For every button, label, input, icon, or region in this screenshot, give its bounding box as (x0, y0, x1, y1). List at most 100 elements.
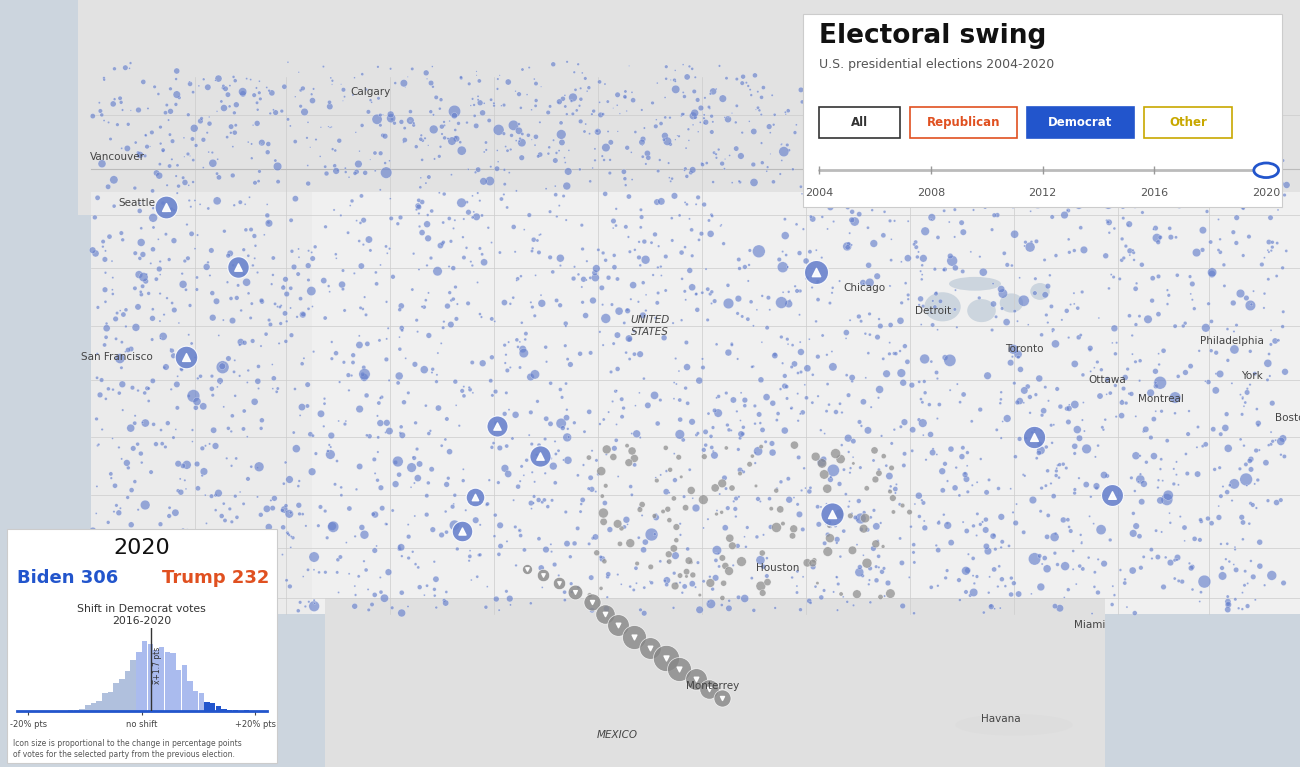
Point (729, 464, 750, 476)
Point (599, 523, 620, 535)
Point (359, 430, 380, 443)
Point (675, 164, 696, 176)
Point (1041, 136, 1062, 148)
Point (1164, 478, 1184, 490)
Point (696, 426, 716, 438)
Point (406, 140, 426, 153)
Point (1245, 594, 1266, 606)
Point (214, 515, 235, 527)
Point (1148, 118, 1169, 130)
Point (530, 229, 551, 241)
Point (1046, 172, 1067, 184)
Point (937, 62, 958, 74)
Point (476, 601, 497, 614)
Point (205, 489, 226, 502)
Point (127, 438, 148, 450)
Point (1192, 224, 1213, 236)
Point (1134, 478, 1154, 490)
Point (467, 276, 488, 288)
Point (766, 522, 786, 534)
Point (595, 188, 616, 200)
Point (1123, 254, 1144, 266)
Point (360, 94, 381, 107)
Point (907, 125, 928, 137)
Point (909, 510, 930, 522)
Point (356, 430, 377, 442)
FancyBboxPatch shape (803, 14, 1282, 207)
Point (103, 590, 124, 602)
Point (1268, 204, 1288, 216)
Point (764, 348, 785, 360)
Point (935, 351, 956, 364)
Point (266, 386, 287, 398)
Point (1004, 133, 1024, 146)
Point (945, 482, 966, 494)
Point (139, 140, 160, 153)
Point (789, 247, 810, 259)
Point (996, 316, 1017, 328)
Point (125, 476, 146, 488)
Bar (192, 691, 199, 711)
Point (640, 642, 660, 654)
Point (963, 75, 984, 87)
Point (706, 338, 727, 351)
Point (250, 93, 270, 105)
Point (810, 127, 831, 139)
Point (159, 204, 179, 216)
Point (231, 538, 252, 550)
Point (514, 223, 534, 235)
Point (120, 62, 140, 74)
Point (1274, 366, 1295, 378)
Point (1037, 132, 1058, 144)
Point (1079, 100, 1100, 113)
Point (315, 221, 335, 233)
Point (497, 201, 517, 213)
Point (885, 483, 906, 495)
Point (285, 91, 306, 103)
Point (1100, 123, 1121, 135)
Point (521, 245, 542, 257)
Point (494, 296, 515, 308)
Point (551, 391, 572, 403)
Point (1170, 511, 1191, 523)
Point (112, 378, 133, 390)
Point (348, 330, 369, 342)
Point (1232, 603, 1253, 615)
Point (806, 173, 827, 186)
Point (928, 163, 949, 175)
Point (826, 197, 846, 209)
Point (589, 96, 610, 108)
Point (1010, 153, 1031, 165)
Point (391, 300, 412, 312)
Point (382, 271, 403, 283)
Point (133, 280, 153, 292)
Point (394, 134, 415, 146)
Point (746, 531, 767, 543)
Point (1261, 338, 1282, 351)
Point (864, 473, 885, 486)
Point (751, 108, 772, 120)
Point (1247, 403, 1268, 415)
Point (889, 142, 910, 154)
Point (1143, 144, 1164, 156)
Point (673, 434, 694, 446)
Point (256, 502, 277, 515)
Point (1002, 343, 1023, 355)
Point (593, 108, 614, 120)
Point (914, 84, 935, 96)
Point (338, 226, 359, 239)
Point (161, 153, 182, 166)
Point (1167, 130, 1188, 142)
Point (880, 588, 901, 600)
Point (711, 692, 732, 704)
Point (753, 587, 774, 599)
Point (1036, 441, 1057, 453)
Point (670, 528, 690, 541)
Point (540, 252, 560, 264)
Point (303, 252, 324, 265)
Point (244, 230, 265, 242)
Point (840, 227, 861, 239)
Text: 2004: 2004 (805, 188, 833, 198)
Point (1121, 151, 1141, 163)
Point (1134, 551, 1154, 563)
